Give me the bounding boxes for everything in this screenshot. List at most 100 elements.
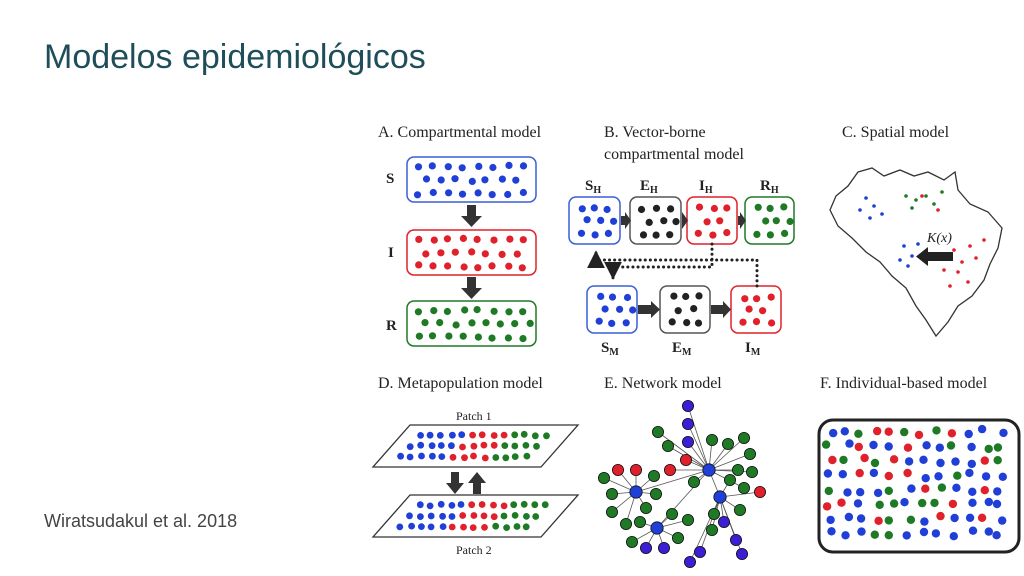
panel-f-individual-based: F. Individual-based model bbox=[817, 375, 1021, 554]
individual-dot bbox=[884, 471, 893, 481]
individual-dot bbox=[449, 453, 457, 461]
individual-dot bbox=[998, 472, 1007, 481]
individual-dot bbox=[445, 189, 453, 197]
individual-dot bbox=[935, 443, 944, 452]
individual-dot bbox=[449, 431, 456, 439]
flow-arrows bbox=[621, 212, 746, 318]
individual-dot bbox=[427, 512, 435, 520]
individual-dot bbox=[844, 512, 854, 522]
compartment-label-i: I bbox=[388, 245, 394, 261]
individual-dot bbox=[492, 454, 500, 461]
individual-dot bbox=[889, 455, 899, 464]
individual-dot bbox=[511, 431, 519, 439]
individual-dot bbox=[695, 292, 703, 300]
individual-dot bbox=[854, 429, 863, 438]
individual-dot bbox=[856, 488, 865, 497]
individual-dot bbox=[532, 513, 540, 520]
arrow-s-to-i bbox=[467, 205, 476, 217]
individual-dot bbox=[884, 531, 893, 540]
individual-dot bbox=[417, 513, 424, 520]
individual-dot bbox=[658, 542, 671, 555]
individual-dot bbox=[578, 205, 586, 213]
individual-dot bbox=[505, 262, 513, 270]
individual-dot bbox=[690, 305, 698, 313]
individual-dot bbox=[921, 484, 930, 493]
individual-dot bbox=[922, 441, 931, 450]
individual-dot bbox=[481, 524, 488, 531]
individual-dot bbox=[931, 529, 941, 538]
individual-dot bbox=[595, 317, 603, 325]
individual-dot bbox=[950, 513, 959, 523]
individual-dot bbox=[468, 248, 476, 256]
individual-dot bbox=[603, 205, 611, 214]
individual-dot bbox=[936, 208, 940, 212]
individual-dot bbox=[672, 532, 685, 545]
individual-dot bbox=[884, 427, 893, 436]
individual-dot bbox=[964, 429, 973, 439]
individual-dot bbox=[502, 454, 510, 462]
individual-dot bbox=[469, 431, 476, 439]
individual-dot bbox=[821, 440, 831, 449]
individual-dot bbox=[853, 499, 863, 508]
individual-dot bbox=[824, 486, 833, 496]
individual-dot bbox=[984, 444, 993, 454]
individual-dot bbox=[474, 333, 482, 341]
individual-dot bbox=[967, 459, 976, 469]
individual-dot bbox=[473, 306, 481, 314]
individual-dot bbox=[512, 176, 520, 184]
individual-dot bbox=[438, 453, 446, 460]
individual-dot bbox=[519, 308, 527, 316]
individual-dot bbox=[422, 175, 431, 183]
individual-dot bbox=[436, 432, 444, 439]
individual-dot bbox=[977, 513, 987, 522]
individual-dot bbox=[718, 516, 731, 529]
individual-dot bbox=[406, 512, 413, 520]
individual-dot bbox=[452, 321, 460, 329]
individual-dot bbox=[736, 548, 749, 561]
individual-dot bbox=[828, 455, 837, 465]
individual-dot bbox=[457, 501, 465, 508]
individual-dot bbox=[519, 236, 527, 244]
individual-dot bbox=[872, 204, 876, 208]
individual-dot bbox=[428, 332, 437, 340]
individual-dot bbox=[482, 319, 490, 327]
individual-dot bbox=[841, 531, 850, 540]
individual-dot bbox=[682, 417, 695, 430]
panel-c-spatial: C. Spatial model K(x) bbox=[829, 124, 1003, 338]
individual-dot bbox=[437, 500, 445, 508]
individual-dot bbox=[461, 454, 468, 462]
individual-dot bbox=[874, 516, 883, 525]
individual-dot bbox=[734, 503, 747, 516]
individual-dot bbox=[468, 177, 476, 185]
individual-dot bbox=[616, 305, 624, 313]
individual-dot bbox=[428, 442, 436, 450]
individual-dot bbox=[490, 432, 498, 439]
compartment-label-s: S bbox=[386, 171, 394, 187]
individual-dot bbox=[426, 431, 434, 439]
individual-dot bbox=[634, 516, 647, 529]
individual-dot bbox=[884, 516, 893, 525]
individual-dot bbox=[916, 242, 920, 246]
individual-dot bbox=[870, 530, 879, 539]
individual-dot bbox=[868, 216, 872, 220]
individual-dot bbox=[948, 499, 958, 509]
individual-dot bbox=[430, 307, 438, 315]
individual-dot bbox=[998, 516, 1007, 525]
individual-dot bbox=[511, 453, 519, 460]
individual-dot bbox=[981, 472, 991, 481]
individual-dot bbox=[856, 514, 866, 523]
individual-dot bbox=[606, 505, 619, 518]
individual-dot bbox=[523, 513, 530, 520]
individual-dot bbox=[648, 469, 661, 482]
individual-dot bbox=[829, 428, 838, 438]
vector-label-e: EM bbox=[672, 340, 692, 358]
panel-a-title: A. Compartmental model bbox=[378, 124, 542, 141]
individual-dot bbox=[637, 205, 646, 214]
individual-dot bbox=[907, 484, 916, 493]
patch-1-label: Patch 1 bbox=[456, 409, 492, 423]
individual-dot bbox=[754, 485, 767, 498]
panel-b-title-line1: B. Vector-borne bbox=[604, 124, 706, 141]
individual-dot bbox=[448, 502, 456, 509]
individual-dot bbox=[672, 218, 680, 226]
individual-dot bbox=[459, 234, 467, 242]
